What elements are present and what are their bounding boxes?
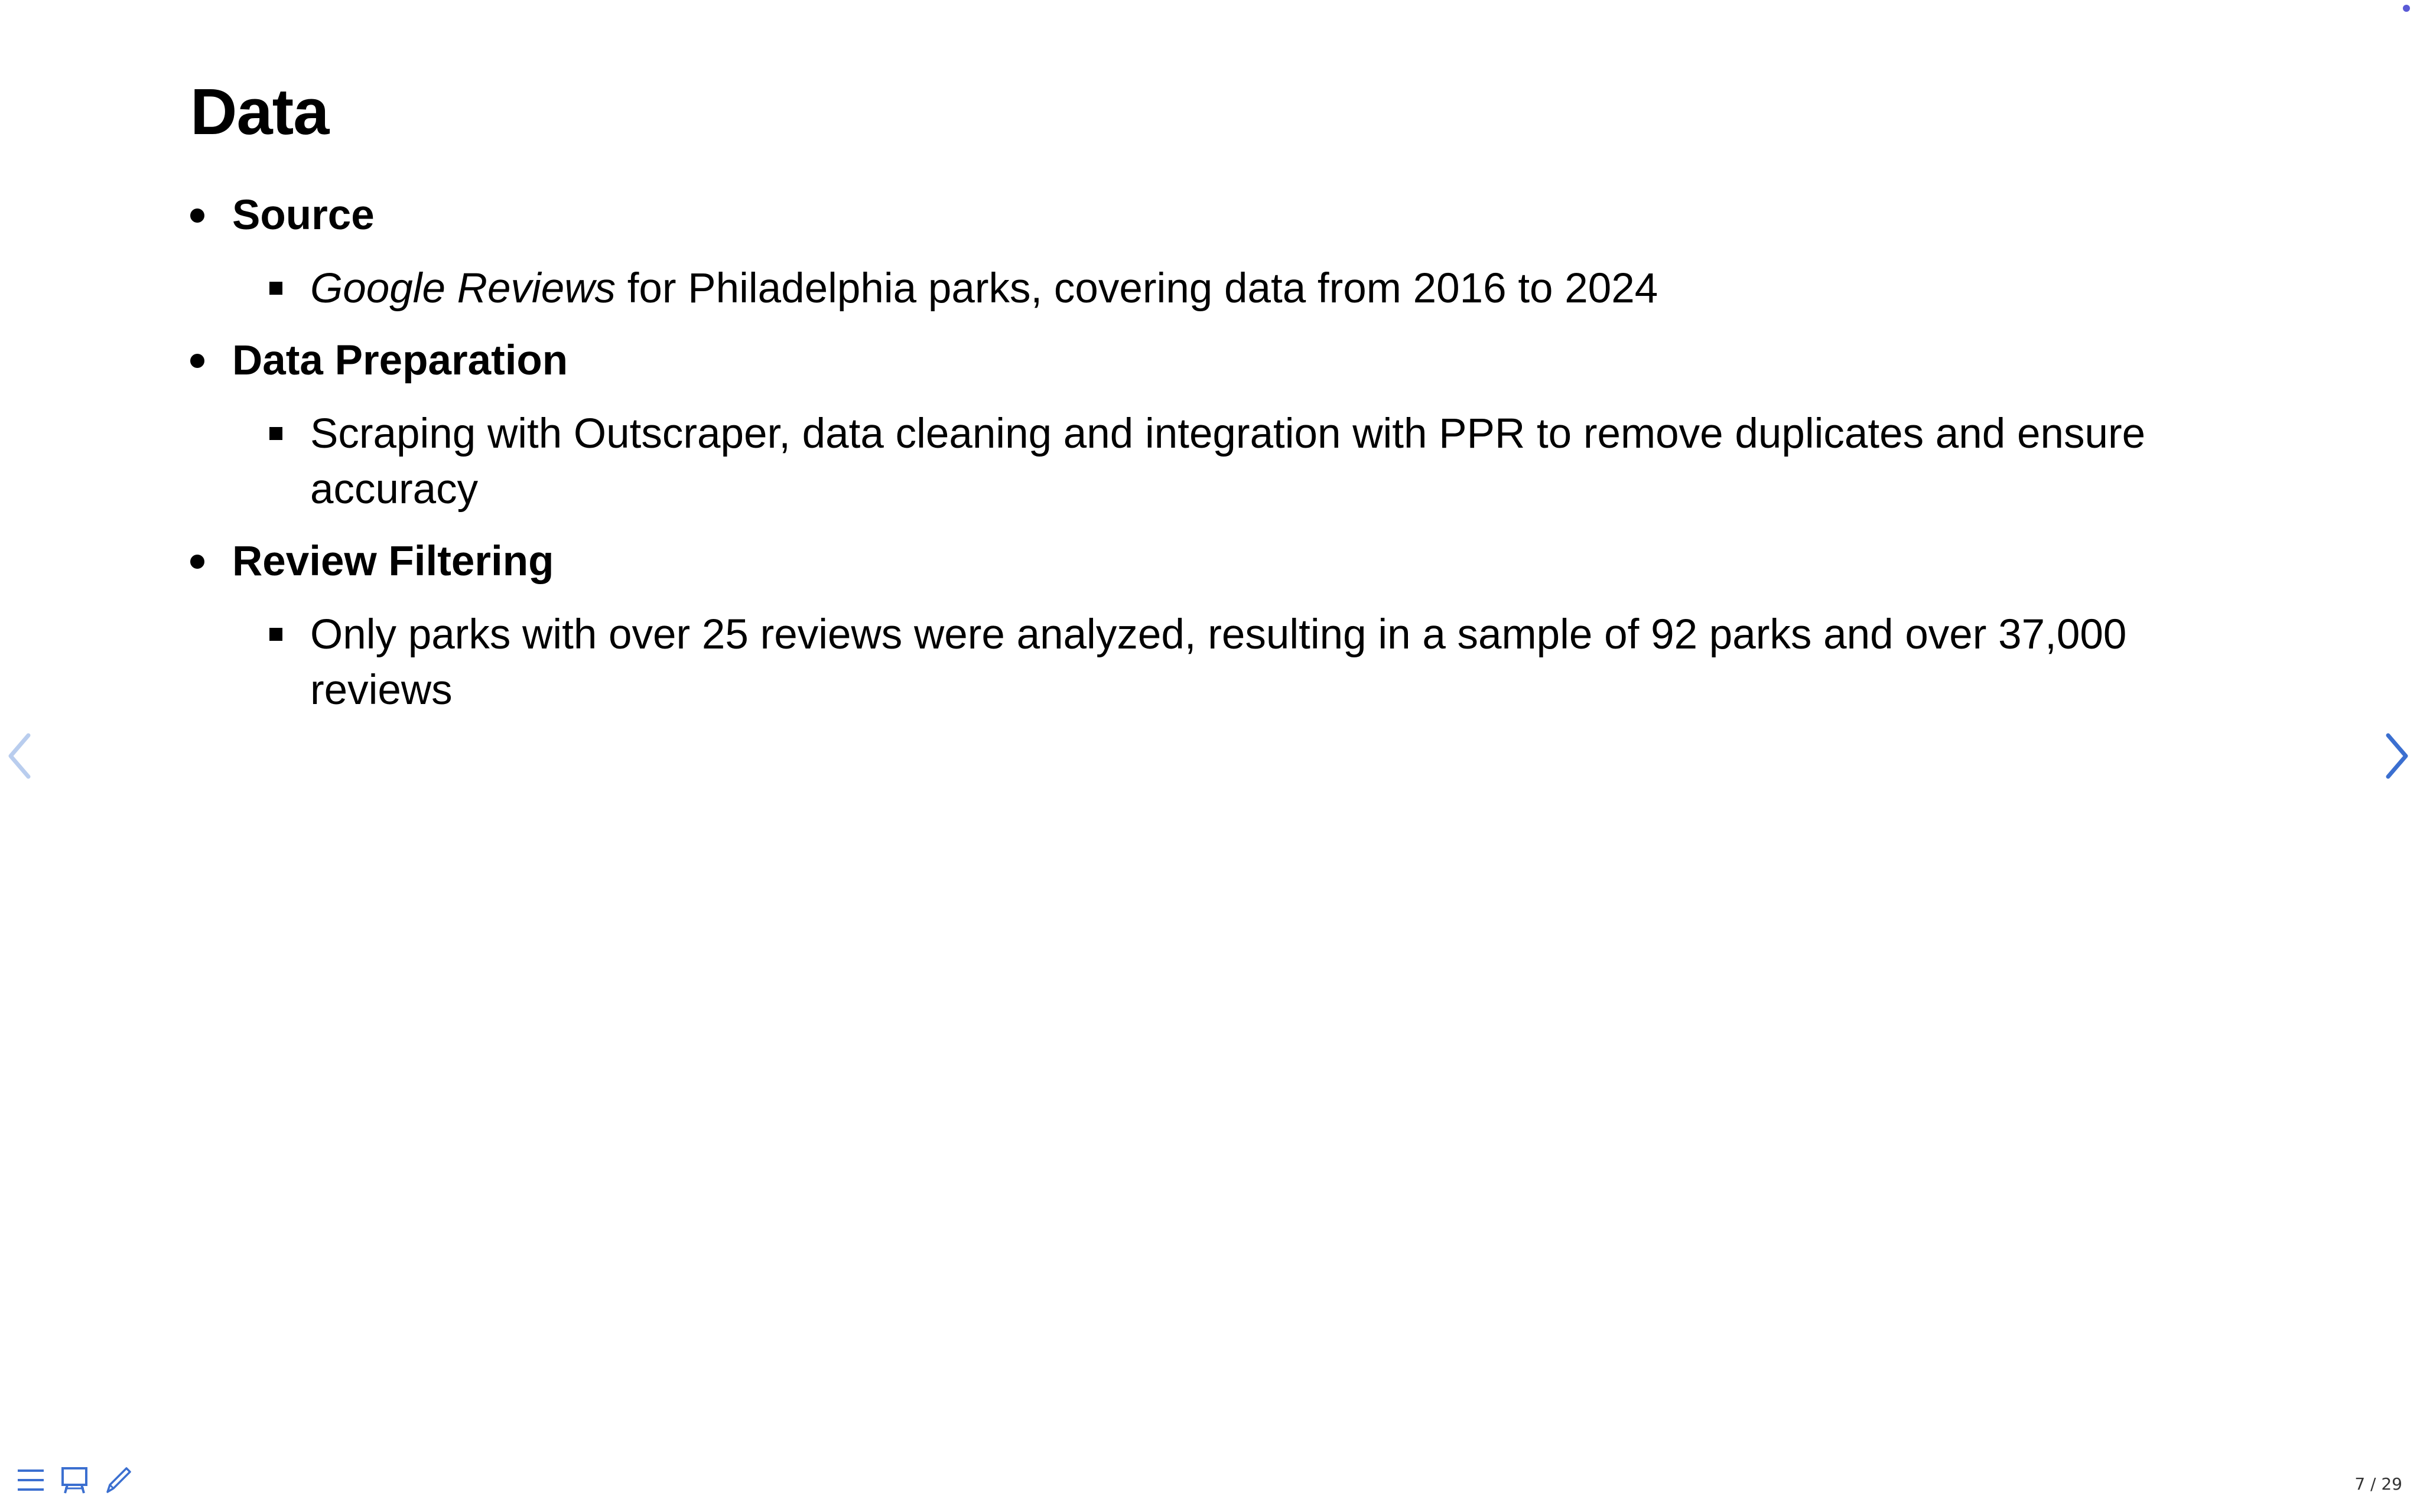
- bullet-icon: [190, 555, 204, 569]
- square-bullet-icon: [269, 628, 282, 641]
- presenter-button[interactable]: [58, 1464, 91, 1497]
- prev-slide-button[interactable]: [0, 729, 41, 783]
- bullet-icon: [190, 208, 204, 223]
- list-item: Data Preparation: [190, 333, 2258, 389]
- square-bullet-icon: [269, 427, 282, 440]
- toolbar: [14, 1464, 135, 1497]
- chevron-left-icon: [0, 729, 41, 783]
- list-item: Review Filtering: [190, 534, 2258, 589]
- emphasis-text: Google Reviews: [310, 265, 616, 312]
- section-heading: Source: [232, 192, 375, 239]
- list-item: Source: [190, 188, 2258, 243]
- page-counter: 7 / 29: [2354, 1474, 2402, 1494]
- item-text: Scraping with Outscraper, data cleaning …: [310, 410, 2145, 513]
- square-bullet-icon: [269, 282, 282, 295]
- list-item: Scraping with Outscraper, data cleaning …: [190, 406, 2258, 517]
- menu-icon: [15, 1465, 46, 1495]
- slide-content: Source Google Reviews for Philadelphia p…: [190, 188, 2258, 735]
- list-item: Only parks with over 25 reviews were ana…: [190, 607, 2258, 718]
- item-text: for Philadelphia parks, covering data fr…: [616, 265, 1658, 312]
- next-slide-button[interactable]: [2375, 729, 2416, 783]
- indicator-dot: [2403, 5, 2410, 12]
- menu-button[interactable]: [14, 1464, 47, 1497]
- section-heading: Data Preparation: [232, 337, 568, 384]
- list-item: Google Reviews for Philadelphia parks, c…: [190, 261, 2258, 317]
- item-text: Only parks with over 25 reviews were ana…: [310, 611, 2126, 713]
- presenter-icon: [59, 1465, 90, 1495]
- page-title: Data: [190, 71, 328, 154]
- section-heading: Review Filtering: [232, 538, 554, 585]
- pen-icon: [103, 1465, 134, 1495]
- pen-button[interactable]: [102, 1464, 135, 1497]
- bullet-icon: [190, 354, 204, 368]
- chevron-right-icon: [2375, 729, 2416, 783]
